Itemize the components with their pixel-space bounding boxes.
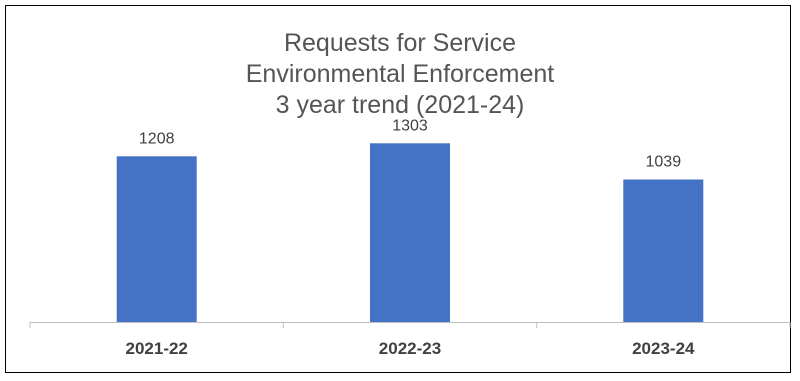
data-label-2021-22: 1208 xyxy=(139,130,175,147)
bar-2021-22 xyxy=(116,156,197,322)
x-tick-label-2023-24: 2023-24 xyxy=(632,339,695,358)
bar-2023-24 xyxy=(623,179,704,322)
chart-title-line-2: Environmental Enforcement xyxy=(245,60,555,88)
chart-title: Requests for Service Environmental Enfor… xyxy=(0,28,800,121)
bar-2022-23 xyxy=(370,143,450,322)
x-tick-label-2022-23: 2022-23 xyxy=(379,339,441,358)
chart-title-line-3: 3 year trend (2021-24) xyxy=(275,91,525,119)
x-tick-label-2021-22: 2021-22 xyxy=(126,339,188,358)
data-label-2022-23: 1303 xyxy=(392,117,428,134)
data-label-2023-24: 1039 xyxy=(646,154,682,171)
chart-title-line-1: Requests for Service xyxy=(283,29,517,57)
